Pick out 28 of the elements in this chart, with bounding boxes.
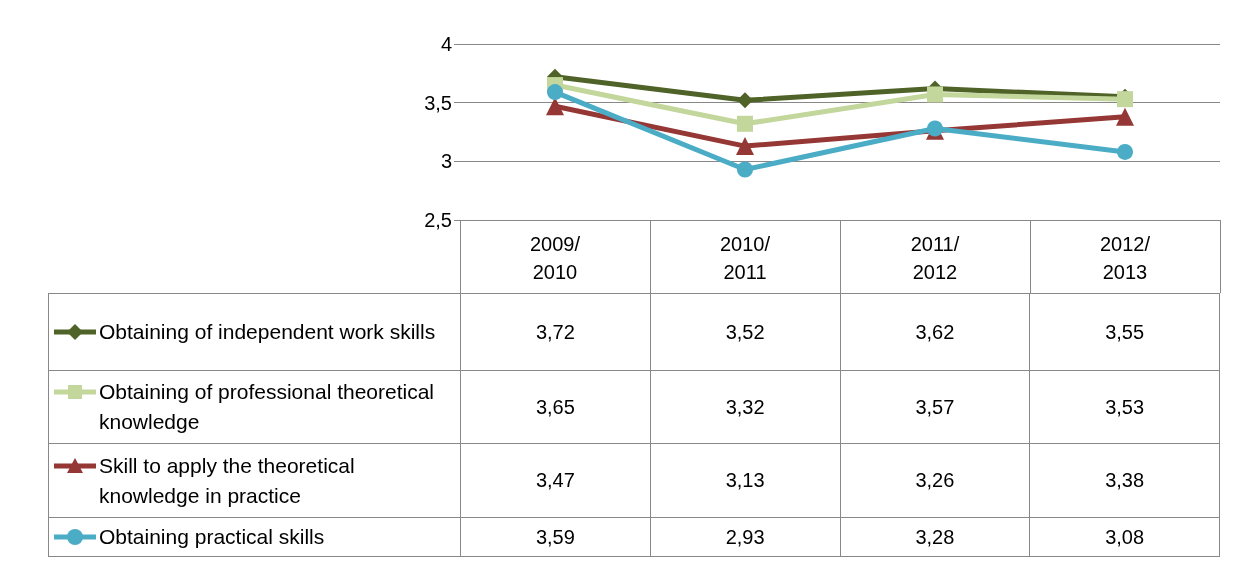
legend-label: Skill to apply the theoretical knowledge in practice bbox=[99, 452, 356, 509]
y-tick-label: 4 bbox=[440, 33, 452, 55]
data-label: 3,26 bbox=[840, 443, 1030, 518]
data-label: 3,28 bbox=[840, 517, 1030, 557]
data-label: 3,59 bbox=[460, 517, 651, 557]
x-tick-label: 2012/2013 bbox=[1099, 233, 1151, 283]
x-tick-label: 2010/2011 bbox=[719, 233, 771, 283]
y-tick-label: 2,5 bbox=[424, 209, 452, 231]
data-label: 3,62 bbox=[840, 293, 1030, 371]
x-tick-label: 2011/2012 bbox=[910, 233, 960, 283]
data-label: 3,72 bbox=[460, 293, 651, 371]
x-tick-label: 2009/2010 bbox=[529, 233, 581, 283]
data-label: 3,08 bbox=[1029, 517, 1220, 557]
legend-label: Obtaining practical skills bbox=[99, 524, 326, 550]
legend-label: Obtaining of independent work skills bbox=[99, 319, 437, 345]
data-label: 3,52 bbox=[650, 293, 840, 371]
data-label: 2,93 bbox=[650, 517, 840, 557]
data-label: 3,13 bbox=[650, 443, 840, 518]
data-label: 3,32 bbox=[650, 370, 840, 444]
y-tick-label: 3,5 bbox=[424, 91, 452, 114]
data-label: 3,38 bbox=[1029, 443, 1220, 518]
y-tick-label: 3 bbox=[440, 150, 452, 173]
data-label: 3,55 bbox=[1029, 293, 1220, 371]
data-label: 3,65 bbox=[460, 370, 651, 444]
legend-label: Obtaining of professional theoretical knowledge bbox=[99, 379, 436, 435]
data-label: 3,47 bbox=[460, 443, 651, 518]
data-label: 3,53 bbox=[1029, 370, 1220, 444]
data-label: 3,57 bbox=[840, 370, 1030, 444]
